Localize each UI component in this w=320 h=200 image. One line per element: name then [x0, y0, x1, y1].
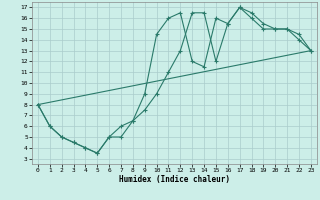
- X-axis label: Humidex (Indice chaleur): Humidex (Indice chaleur): [119, 175, 230, 184]
